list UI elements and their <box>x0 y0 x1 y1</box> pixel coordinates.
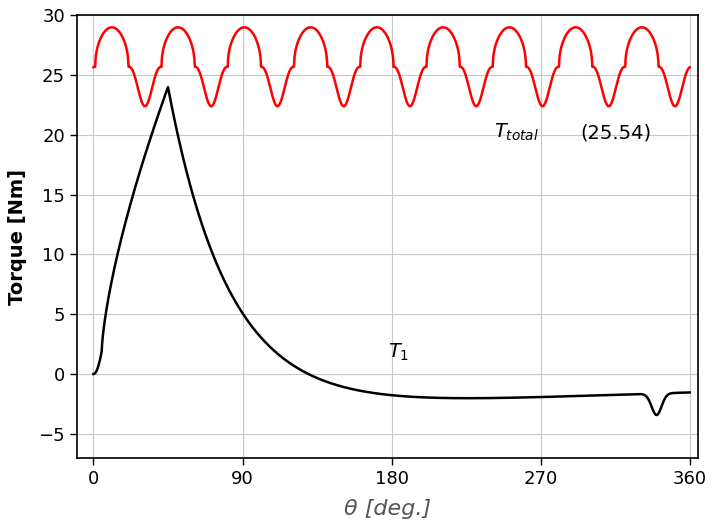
X-axis label: θ [deg.]: θ [deg.] <box>344 499 431 519</box>
Text: $T_1$: $T_1$ <box>388 342 410 363</box>
Text: (25.54): (25.54) <box>581 123 652 142</box>
Y-axis label: Torque [Nm]: Torque [Nm] <box>9 169 27 305</box>
Text: $T_{total}$: $T_{total}$ <box>494 122 539 143</box>
